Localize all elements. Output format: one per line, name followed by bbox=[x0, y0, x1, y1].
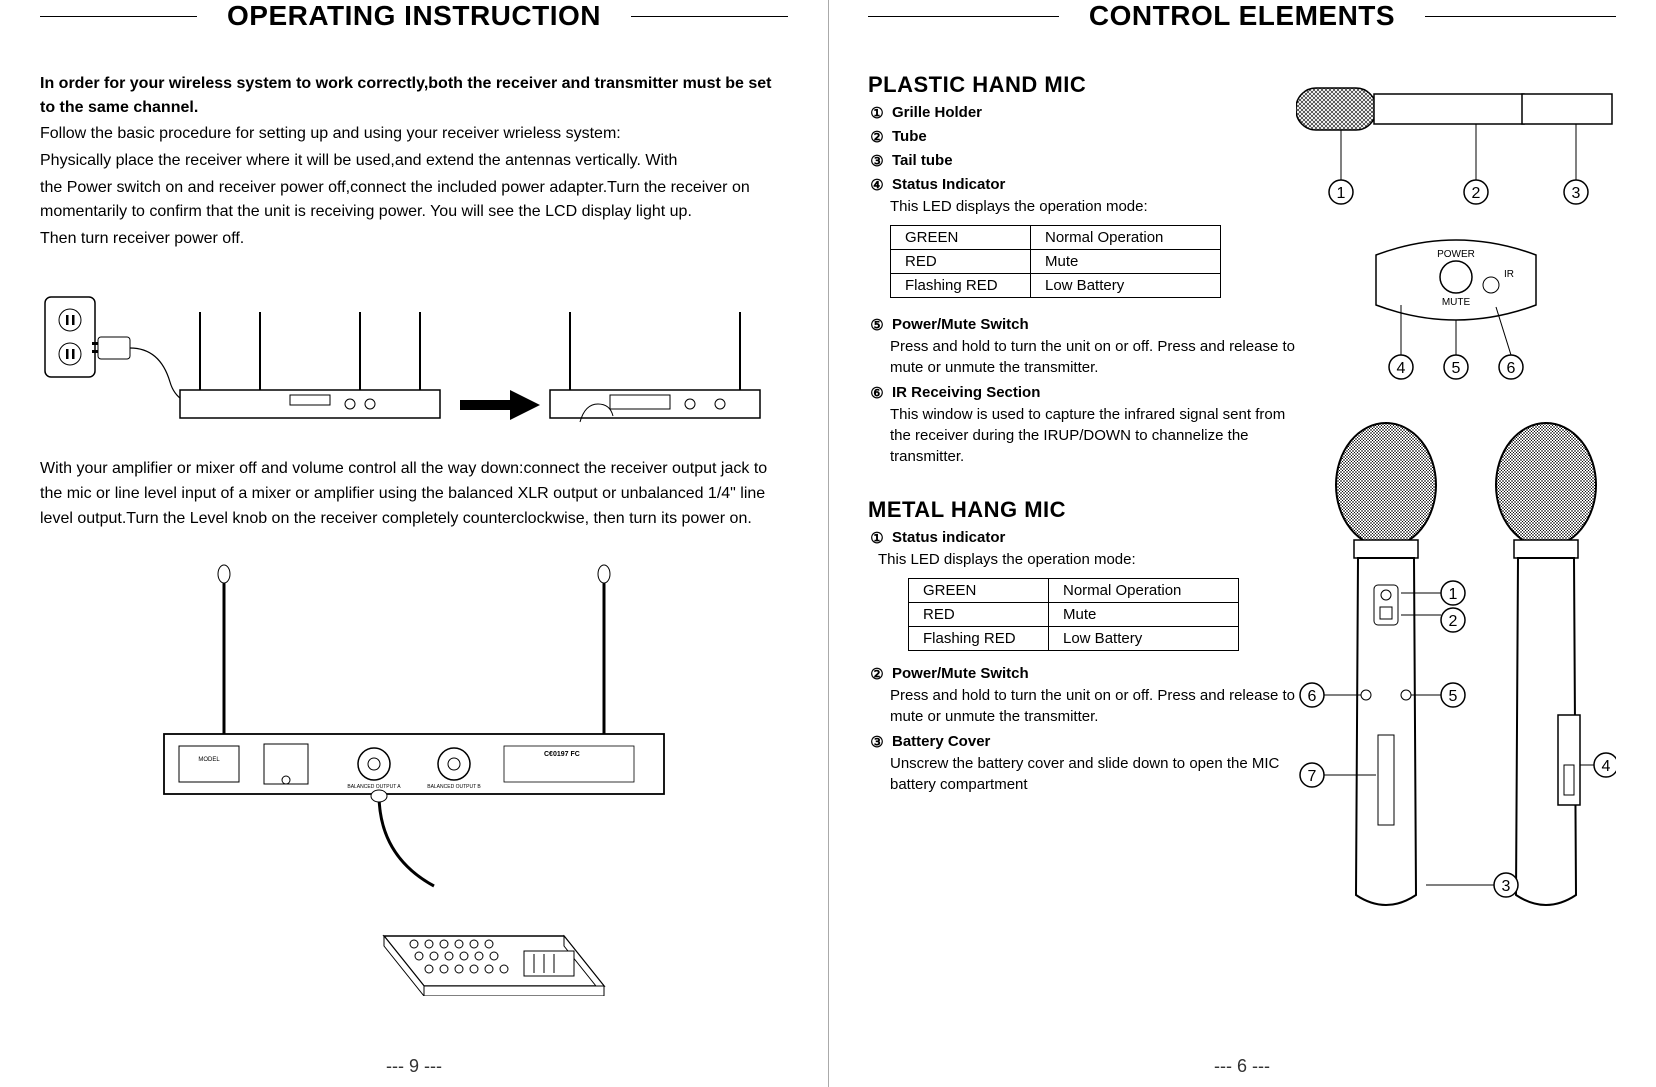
figure-mic-endcap: POWER MUTE IR 4 5 6 bbox=[1346, 235, 1566, 405]
svg-text:3: 3 bbox=[1502, 878, 1511, 895]
right-title: CONTROL ELEMENTS bbox=[1069, 0, 1415, 32]
svg-text:4: 4 bbox=[1397, 360, 1406, 377]
plastic-item-2: ②Tube bbox=[868, 128, 1308, 146]
svg-text:1: 1 bbox=[1337, 185, 1346, 202]
figure-metal-mics: 1 2 6 5 7 4 3 bbox=[1296, 415, 1616, 975]
intro-bold: In order for your wireless system to wor… bbox=[40, 72, 788, 120]
intro-p3: the Power switch on and receiver power o… bbox=[40, 176, 788, 226]
left-page-number: --- 9 --- bbox=[0, 1056, 828, 1077]
plastic-item-6: ⑥IR Receiving Section bbox=[868, 384, 1308, 402]
plastic-item-3: ③Tail tube bbox=[868, 152, 1308, 170]
metal-item-1-desc: This LED displays the operation mode: bbox=[878, 549, 1308, 570]
metal-item-2: ②Power/Mute Switch bbox=[868, 665, 1308, 683]
left-title: OPERATING INSTRUCTION bbox=[207, 0, 621, 32]
para2: With your amplifier or mixer off and vol… bbox=[40, 457, 788, 531]
plastic-item-5: ⑤Power/Mute Switch bbox=[868, 316, 1308, 334]
svg-text:1: 1 bbox=[1449, 586, 1458, 603]
svg-text:5: 5 bbox=[1449, 688, 1458, 705]
svg-text:MUTE: MUTE bbox=[1442, 297, 1471, 308]
svg-text:2: 2 bbox=[1449, 613, 1458, 630]
left-page: OPERATING INSTRUCTION In order for your … bbox=[0, 0, 828, 1087]
figure-plastic-mic: 1 2 3 bbox=[1296, 80, 1616, 220]
svg-text:C€0197 FC: C€0197 FC bbox=[544, 751, 580, 758]
intro-p1: Follow the basic procedure for setting u… bbox=[40, 122, 788, 147]
svg-text:6: 6 bbox=[1308, 688, 1317, 705]
plastic-item-5-desc: Press and hold to turn the unit on or of… bbox=[890, 336, 1308, 378]
rule bbox=[631, 16, 788, 17]
svg-text:5: 5 bbox=[1452, 360, 1461, 377]
svg-text:BALANCED OUTPUT A: BALANCED OUTPUT A bbox=[347, 784, 401, 790]
svg-text:POWER: POWER bbox=[1437, 249, 1475, 260]
svg-text:IR: IR bbox=[1504, 269, 1514, 280]
svg-text:4: 4 bbox=[1602, 758, 1611, 775]
svg-text:6: 6 bbox=[1507, 360, 1516, 377]
svg-text:BALANCED OUTPUT B: BALANCED OUTPUT B bbox=[427, 784, 481, 790]
metal-status-table: GREENNormal Operation REDMute Flashing R… bbox=[908, 578, 1239, 651]
svg-text:7: 7 bbox=[1308, 768, 1317, 785]
plastic-status-table: GREENNormal Operation REDMute Flashing R… bbox=[890, 225, 1221, 298]
status-desc: This LED displays the operation mode: bbox=[890, 196, 1308, 217]
plastic-item-6-desc: This window is used to capture the infra… bbox=[890, 404, 1308, 467]
right-page: CONTROL ELEMENTS PLASTIC HAND MIC ①Grill… bbox=[828, 0, 1656, 1087]
rule bbox=[1425, 16, 1616, 17]
metal-item-2-desc: Press and hold to turn the unit on or of… bbox=[890, 685, 1308, 727]
plastic-item-1: ①Grille Holder bbox=[868, 104, 1308, 122]
right-page-number: --- 6 --- bbox=[828, 1056, 1656, 1077]
svg-text:3: 3 bbox=[1572, 185, 1581, 202]
plastic-heading: PLASTIC HAND MIC bbox=[868, 72, 1308, 98]
metal-item-3-desc: Unscrew the battery cover and slide down… bbox=[890, 753, 1308, 795]
intro-p2: Physically place the receiver where it w… bbox=[40, 149, 788, 174]
intro-p4: Then turn receiver power off. bbox=[40, 227, 788, 252]
metal-item-1: ①Status indicator bbox=[868, 529, 1308, 547]
metal-item-3: ③Battery Cover bbox=[868, 733, 1308, 751]
svg-text:2: 2 bbox=[1472, 185, 1481, 202]
figure-receiver-setup bbox=[40, 282, 788, 437]
svg-text:MODEL: MODEL bbox=[198, 757, 220, 763]
right-title-row: CONTROL ELEMENTS bbox=[868, 0, 1616, 32]
plastic-item-4: ④Status Indicator bbox=[868, 176, 1308, 194]
rule bbox=[868, 16, 1059, 17]
metal-heading: METAL HANG MIC bbox=[868, 497, 1308, 523]
rule bbox=[40, 16, 197, 17]
figure-receiver-mixer: MODEL BALANCED OUTPUT A BALANCED OUTPUT … bbox=[40, 556, 788, 1001]
right-figures: 1 2 3 POWER MUTE IR 4 5 6 bbox=[1296, 80, 1616, 980]
left-title-row: OPERATING INSTRUCTION bbox=[40, 0, 788, 32]
